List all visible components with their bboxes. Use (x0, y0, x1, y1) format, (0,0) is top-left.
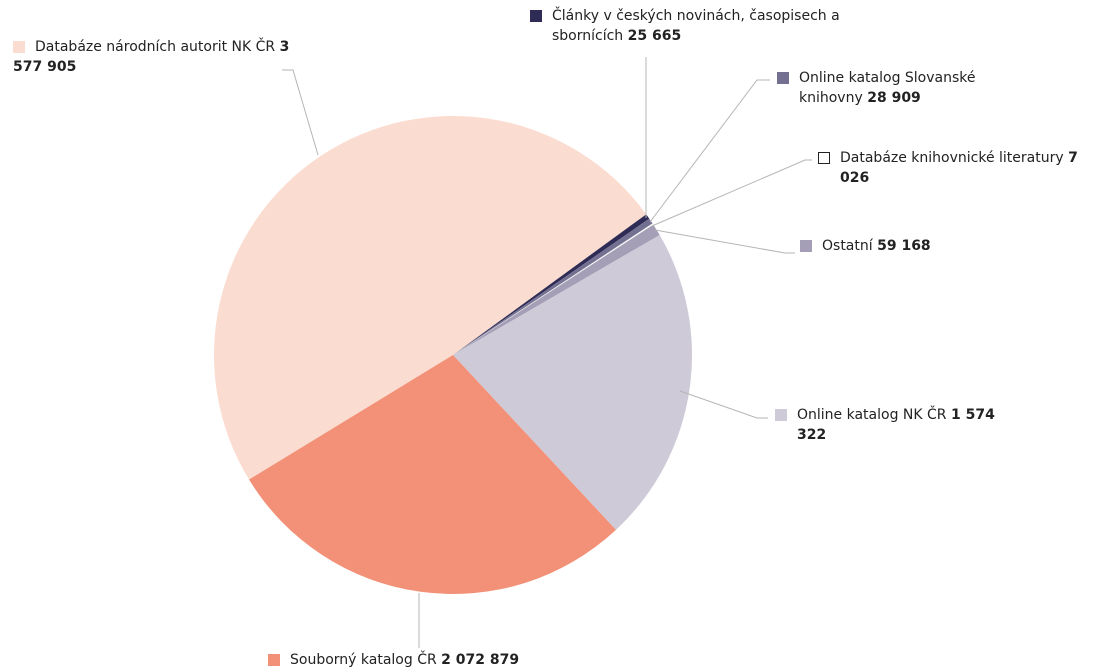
legend-text: Ostatní 59 168 (822, 236, 931, 256)
legend-item: Databáze knihovnické literatury 7 026 (818, 148, 1090, 188)
pie-slice (453, 218, 653, 355)
pie-slice (249, 355, 616, 595)
value-label: 1 574 322 (797, 407, 995, 443)
legend-swatch (530, 10, 542, 22)
pie-slice (214, 116, 647, 480)
legend-item: Databáze národních autorit NK ČR 3 577 9… (13, 37, 303, 77)
legend-label: Ostatní (822, 238, 873, 254)
leader-line (679, 390, 768, 419)
legend-swatch (13, 41, 25, 53)
leader-line (282, 69, 319, 156)
legend-item: Články v českých novinách, časopisech a … (530, 6, 875, 46)
legend-text: Databáze knihovnické literatury 7 026 (840, 148, 1090, 188)
legend-label: Souborný katalog ČR (290, 652, 437, 668)
leader-line (654, 229, 795, 254)
leader-line (651, 159, 812, 227)
value-label: 25 665 (627, 28, 682, 44)
legend-swatch (777, 72, 789, 84)
legend-text: Online katalog Slovanské knihovny 28 909 (799, 68, 1027, 108)
legend-item: Ostatní 59 168 (800, 236, 1050, 256)
legend-item: Online katalog Slovanské knihovny 28 909 (777, 68, 1027, 108)
pie-slice (453, 224, 660, 355)
value-label: 3 577 905 (13, 39, 290, 75)
value-label: 59 168 (877, 238, 931, 254)
legend-swatch (800, 240, 812, 252)
legend-text: Online katalog NK ČR 1 574 322 (797, 405, 1025, 445)
legend-swatch (268, 654, 280, 666)
legend-item: Online katalog NK ČR 1 574 322 (775, 405, 1025, 445)
leader-line (649, 79, 770, 223)
legend-label: Databáze knihovnické literatury (840, 150, 1064, 166)
legend-swatch (775, 409, 787, 421)
legend-item: Souborný katalog ČR 2 072 879 (268, 650, 668, 670)
legend-label: Online katalog NK ČR (797, 407, 947, 423)
legend-label: Online katalog Slovanské knihovny (799, 70, 976, 106)
value-label: 2 072 879 (441, 652, 520, 668)
legend-text: Články v českých novinách, časopisech a … (552, 6, 875, 46)
pie-slice (453, 214, 650, 355)
legend-swatch (818, 152, 830, 164)
pie-slice (453, 234, 692, 530)
value-label: 28 909 (867, 90, 921, 106)
pie-slice (452, 223, 654, 356)
legend-label: Databáze národních autorit NK ČR (35, 39, 276, 55)
value-label: 7 026 (840, 150, 1078, 186)
legend-label: Články v českých novinách, časopisech a … (552, 8, 840, 44)
legend-text: Souborný katalog ČR 2 072 879 (290, 650, 519, 670)
